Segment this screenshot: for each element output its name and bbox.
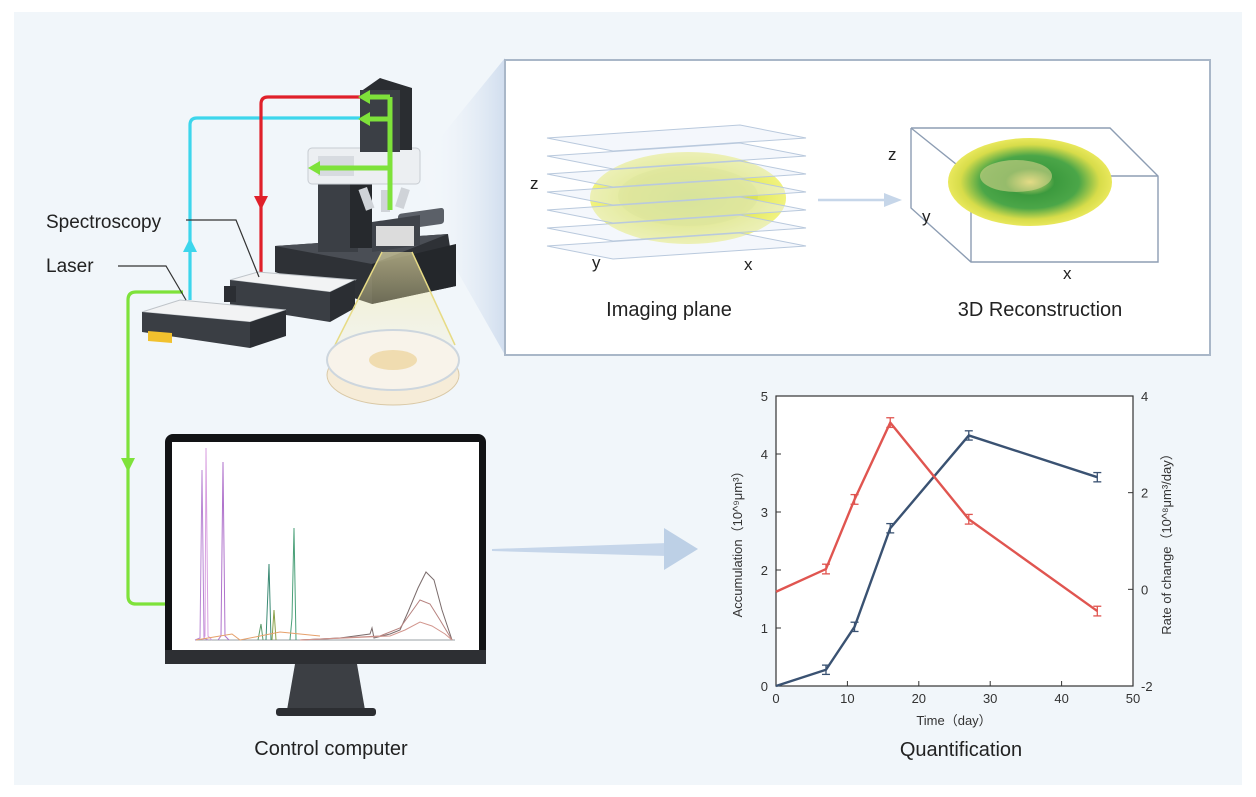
axis-y-label-recon: y <box>922 207 931 226</box>
imaging-plane-stack: z y x Imaging plane <box>530 124 807 321</box>
callouts: Spectroscopy Laser <box>46 212 260 301</box>
series-line-accumulation <box>775 434 1098 688</box>
axis-z-label-imaging: z <box>530 174 539 193</box>
return-path <box>259 95 365 275</box>
quantification-caption: Quantification <box>900 739 1022 761</box>
error-bar <box>1093 471 1102 483</box>
reconstruction-caption: 3D Reconstruction <box>958 299 1123 321</box>
axis-y-label-imaging: y <box>592 253 601 272</box>
y-tick-label: 3 <box>761 505 768 520</box>
x-tick-label: 20 <box>912 691 926 706</box>
x-tick-label: 10 <box>840 691 854 706</box>
zoom-shade <box>418 58 505 355</box>
x-tick-label: 50 <box>1126 691 1140 706</box>
light-paths <box>121 95 365 606</box>
data-flow-arrow <box>492 528 698 570</box>
axis-x-label-recon: x <box>1063 264 1072 283</box>
quantification-chart: 0 10 20 30 40 50 0 1 2 3 4 5 -2 0 2 4 Time（day） Accumul… <box>730 389 1174 761</box>
imaging-plane-caption: Imaging plane <box>606 299 732 321</box>
control-computer-caption: Control computer <box>254 738 408 760</box>
monitor-screen <box>172 442 479 650</box>
y2-tick-label: 0 <box>1141 582 1148 597</box>
laser-path-arrow <box>121 458 135 472</box>
signal-path-arrow <box>183 238 197 252</box>
error-bar <box>964 513 973 525</box>
process-arrow <box>818 193 902 207</box>
control-computer: Control computer <box>165 434 486 760</box>
x-tick-label: 40 <box>1054 691 1068 706</box>
axis-x-label-imaging: x <box>744 255 753 274</box>
error-bar <box>886 417 895 429</box>
spectroscopy-label: Spectroscopy <box>46 212 162 233</box>
error-bar <box>886 522 895 534</box>
spectroscopy-device <box>224 271 357 322</box>
laser-label: Laser <box>46 256 94 277</box>
y2-tick-label: 2 <box>1141 486 1148 501</box>
error-bar <box>850 621 859 633</box>
y-tick-label: 4 <box>761 447 768 462</box>
error-bar <box>1093 605 1102 617</box>
petri-dish <box>326 251 460 406</box>
monitor-stand <box>287 664 365 710</box>
y-tick-label: 1 <box>761 621 768 636</box>
error-bar <box>821 563 830 575</box>
signal-path <box>188 116 365 300</box>
chart-y-axis-label: Accumulation（10^⁹μm³） <box>730 465 745 618</box>
reconstruction-cube: z y x 3D Reconstruction <box>888 127 1159 321</box>
y-tick-label: 0 <box>761 679 768 694</box>
return-path-arrow <box>254 196 268 210</box>
laser-device <box>141 299 287 348</box>
series-line-rate-of-change <box>775 420 1098 613</box>
laser-path <box>126 290 183 606</box>
axis-z-label-recon: z <box>888 145 897 164</box>
y2-tick-label: -2 <box>1141 679 1153 694</box>
spectra-plot <box>194 447 455 641</box>
y-tick-label: 2 <box>761 563 768 578</box>
x-tick-label: 0 <box>772 691 779 706</box>
chart-plot-area <box>775 395 1134 687</box>
chart-series <box>775 417 1102 688</box>
error-bar <box>964 430 973 441</box>
error-bar <box>821 664 830 676</box>
chart-ticks: 0 10 20 30 40 50 0 1 2 3 4 5 -2 0 2 4 <box>761 389 1153 706</box>
stacked-planes <box>546 124 807 260</box>
y-tick-label: 5 <box>761 389 768 404</box>
error-bar <box>850 493 859 505</box>
chart-y2-axis-label: Rate of change（10^⁸μm³/day） <box>1159 447 1174 634</box>
x-tick-label: 30 <box>983 691 997 706</box>
y2-tick-label: 4 <box>1141 389 1148 404</box>
chart-x-axis-label: Time（day） <box>916 713 991 728</box>
